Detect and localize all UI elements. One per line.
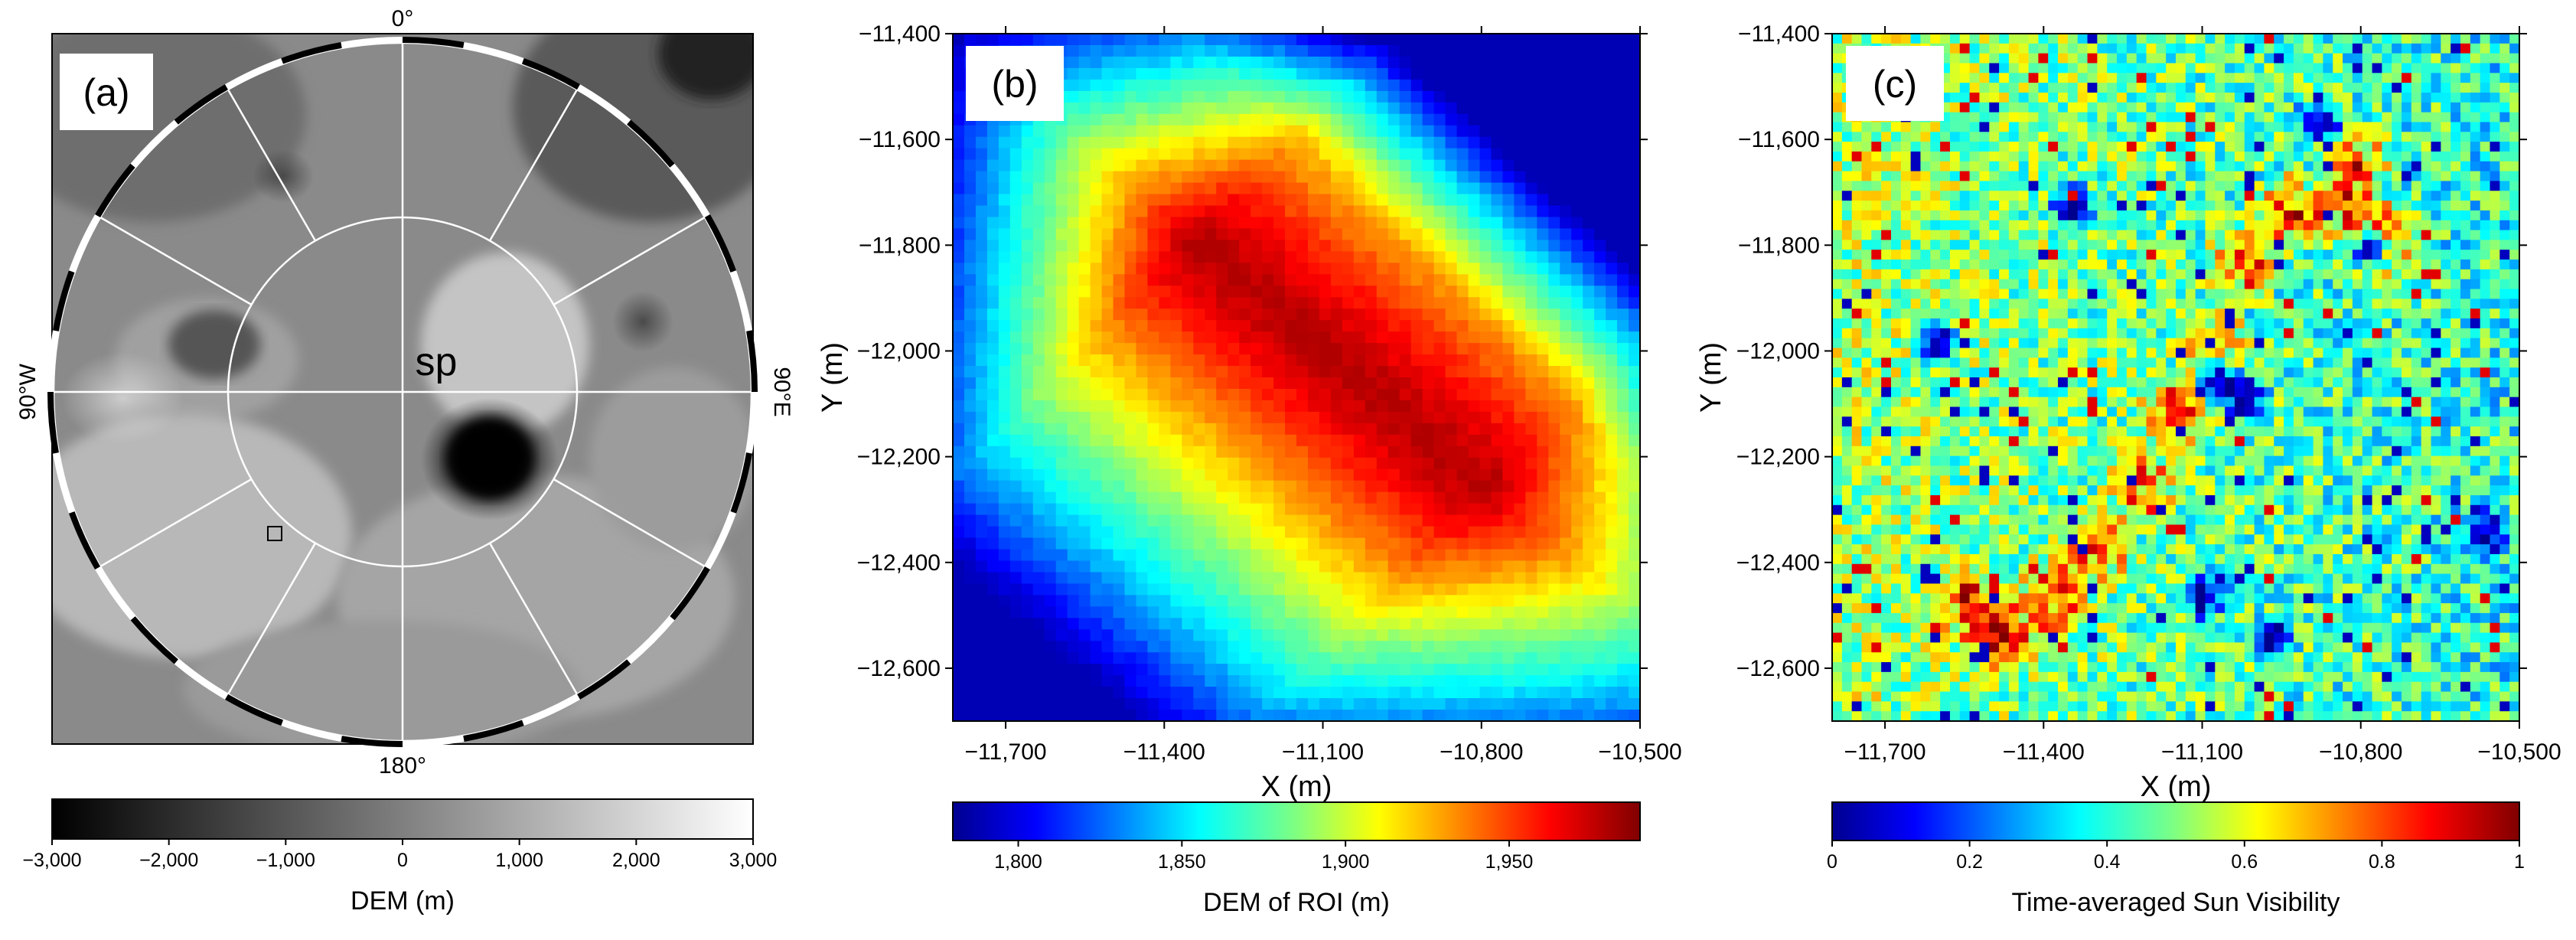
svg-text:1,800: 1,800 (994, 851, 1042, 873)
colorbar-a-title: DEM (m) (351, 886, 455, 916)
panel-b: −11,700 −11,400 −11,100 −10,800 −10,500 −11,4… (817, 21, 1682, 917)
compass-top: 0° (392, 6, 414, 31)
svg-text:−11,400: −11,400 (1123, 739, 1205, 765)
svg-text:1,950: 1,950 (1485, 851, 1534, 873)
svg-text:−11,600: −11,600 (859, 127, 941, 152)
svg-text:−12,400: −12,400 (857, 550, 941, 576)
panel-a-label: (a) (83, 71, 129, 114)
svg-text:−11,100: −11,100 (1282, 739, 1364, 765)
panel-b-label-box (966, 46, 1064, 121)
colorbar-a-ticks: −3,000 −2,000 −1,000 0 1,000 2,000 3,000 (22, 839, 777, 871)
svg-text:−12,000: −12,000 (857, 338, 941, 364)
dem-roi-heatmap (953, 34, 1641, 722)
panel-c-label-box (1846, 46, 1944, 121)
roi-marker (267, 526, 282, 541)
svg-text:−11,400: −11,400 (859, 21, 941, 47)
panel-c-label: (c) (1873, 63, 1917, 106)
panel-b-ylabel: Y (m) (817, 342, 849, 413)
svg-text:1,900: 1,900 (1322, 851, 1370, 873)
panel-c-axes: −11,700 −11,400 −11,100 −10,800 −10,500−11,4… (1736, 21, 2561, 765)
svg-text:−11,700: −11,700 (965, 739, 1047, 765)
svg-text:−2,000: −2,000 (139, 850, 198, 871)
svg-text:2,000: 2,000 (612, 850, 660, 871)
panel-c: −11,700 −11,400 −11,100 −10,800 −10,500−11,4… (1695, 21, 2561, 917)
svg-text:3,000: 3,000 (729, 850, 778, 871)
svg-text:−11,800: −11,800 (859, 233, 941, 258)
svg-text:−3,000: −3,000 (22, 850, 81, 871)
panel-a: (a) sp 0° 180° 90°W 90°E −3,000 −2,000 −1,… (15, 6, 794, 916)
svg-text:−10,800: −10,800 (1440, 739, 1523, 765)
panel-a-label-box (60, 54, 153, 130)
svg-text:−12,600: −12,600 (857, 656, 941, 681)
colorbar-c (1831, 801, 2520, 841)
colorbar-c-ticks: 0 0.2 0.4 0.6 0.8 1 (1827, 840, 2525, 873)
svg-text:−10,500: −10,500 (1598, 739, 1681, 765)
svg-text:−1,000: −1,000 (256, 850, 315, 871)
colorbar-c-title: Time-averaged Sun Visibility (2012, 888, 2340, 917)
colorbar-b (952, 801, 1641, 841)
svg-text:0: 0 (397, 850, 408, 871)
panel-b-axes: −11,700 −11,400 −11,100 −10,800 −10,500 −11,4… (857, 21, 1682, 765)
panel-b-label: (b) (991, 63, 1038, 106)
colorbar-b-ticks: 1,800 1,850 1,900 1,950 (994, 840, 1533, 873)
compass-left: 90°W (15, 363, 41, 419)
svg-text:−12,200: −12,200 (857, 445, 941, 470)
svg-text:1,000: 1,000 (495, 850, 543, 871)
south-pole-label: sp (416, 340, 458, 384)
latitude-ring (47, 37, 758, 747)
panel-b-xlabel: X (m) (1261, 771, 1332, 803)
compass-right: 90°E (769, 367, 794, 416)
compass-bottom: 180° (379, 753, 426, 778)
sun-visibility-heatmap (1832, 34, 2520, 722)
panel-c-xlabel: X (m) (2141, 771, 2212, 803)
panel-c-ylabel: Y (m) (1695, 342, 1727, 413)
svg-text:1,850: 1,850 (1158, 851, 1206, 873)
colorbar-b-title: DEM of ROI (m) (1203, 888, 1390, 917)
colorbar-a (51, 798, 754, 840)
